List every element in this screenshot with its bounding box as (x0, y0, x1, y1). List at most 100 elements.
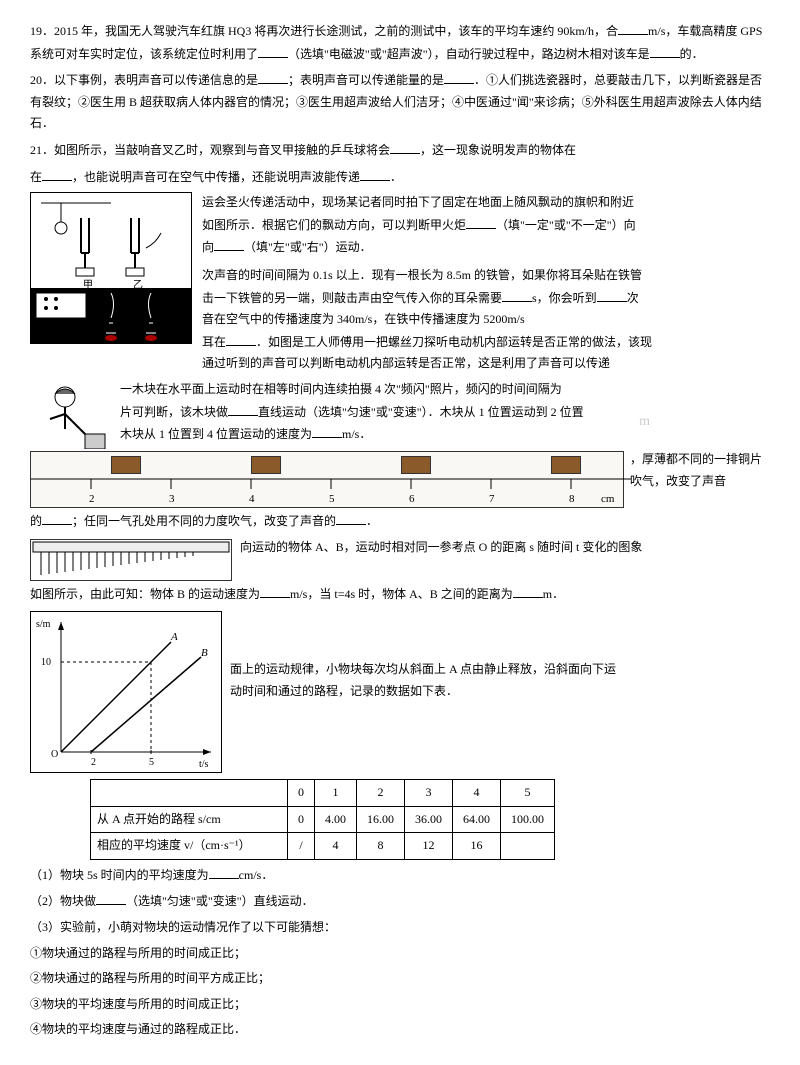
q23-l5: 音在空气中的传播速度为 340m/s，在铁中传播速度为 5200m/s (202, 309, 770, 331)
svg-text:8: 8 (569, 493, 575, 505)
q28-p1b: cm/s． (239, 868, 274, 882)
cell: 12 (405, 833, 453, 860)
table-row: 从 A 点开始的路程 s/cm 0 4.00 16.00 36.00 64.00… (91, 806, 555, 833)
q21-num: 21． (30, 143, 54, 157)
q27-l4: m． (543, 587, 564, 601)
cell: 4.00 (315, 806, 357, 833)
q20: 20．以下事例，表明声音可以传递信息的是；表明声音可以传递能量的是．①人们挑选瓷… (30, 69, 770, 135)
comb-svg (31, 540, 231, 580)
q22-l4: 向 (202, 240, 214, 254)
q20-num: 20． (30, 73, 54, 87)
q19-num: 19． (30, 24, 54, 38)
cell (501, 833, 555, 860)
svg-text:6: 6 (409, 493, 415, 505)
blank[interactable] (258, 43, 288, 58)
q24-l3: 通过听到的声音可以判断电动机内部运转是否正常，这是利用了声音可以传递 (202, 356, 610, 370)
q28-g4: ④物块的平均速度与通过的路程成正比． (30, 1019, 770, 1041)
blank[interactable] (597, 287, 627, 302)
blank[interactable] (228, 401, 258, 416)
blank[interactable] (360, 166, 390, 181)
q21: 21．如图所示，当敲响音叉乙时，观察到与音叉甲接触的乒乓球将会，这一现象说明发声… (30, 139, 770, 162)
table-row: 0 1 2 3 4 5 (91, 780, 555, 807)
cell: 36.00 (405, 806, 453, 833)
blank[interactable] (650, 43, 680, 58)
blank[interactable] (312, 423, 342, 438)
block-4 (551, 456, 581, 474)
q23-l1: 次声音的时间间隔为 0.1s 以上．现有一根长为 8.5m 的铁管，如果你将耳朵… (202, 265, 770, 287)
q24-l2: ．如图是工人师傅用一把螺丝刀探听电动机内部运转是否正常的做法，该现 (256, 335, 652, 349)
q25-l2: 片可判断，该木块做 (120, 405, 228, 419)
blank[interactable] (42, 166, 72, 181)
svg-text:5: 5 (149, 757, 154, 768)
svg-text:B: B (201, 647, 208, 659)
q21b: 在，也能说明声音可在空气中传播，还能说明声波能传递． (30, 166, 770, 189)
q19-t3: （选填"电磁波"或"超声波"），自动行驶过程中，路边树木相对该车是 (288, 47, 650, 61)
svg-text:t/s: t/s (199, 759, 209, 770)
block-2 (251, 456, 281, 474)
q27-l3: m/s，当 t=4s 时，物体 A、B 之间的距离为 (290, 587, 513, 601)
ruler-ticks: 2 3 4 5 6 7 8 cm (31, 477, 631, 507)
svg-text:cm: cm (601, 493, 615, 505)
svg-text:s/m: s/m (36, 619, 51, 630)
block-1 (111, 456, 141, 474)
fig-row-1: 甲 乙 运会圣火传递活动中，现场某记者同时拍下了固定在地面上随风飘动的旗帜和附近… (30, 192, 770, 375)
svg-text:10: 10 (41, 657, 51, 668)
blank[interactable] (258, 69, 288, 84)
blank[interactable] (226, 331, 256, 346)
q21-t2: ，这一现象说明发声的物体在 (420, 143, 576, 157)
blank[interactable] (42, 510, 72, 525)
blank[interactable] (444, 69, 474, 84)
blank[interactable] (214, 236, 244, 251)
row-header: 从 A 点开始的路程 s/cm (91, 806, 288, 833)
q25-l3: 直线运动（选填"匀速"或"变速"）．木块从 1 位置运动到 2 位置 (258, 405, 584, 419)
blank[interactable] (513, 583, 543, 598)
cell: / (288, 833, 315, 860)
q19: 19．2015 年，我国无人驾驶汽车红旗 HQ3 将再次进行长途测试，之前的测试… (30, 20, 770, 65)
row-header: 相应的平均速度 v/（cm·s⁻¹） (91, 833, 288, 860)
cell: 8 (357, 833, 405, 860)
q23-l4: 次 (627, 291, 639, 305)
data-table: 0 1 2 3 4 5 从 A 点开始的路程 s/cm 0 4.00 16.00… (90, 779, 555, 860)
ruler-fig: 2 3 4 5 6 7 8 cm (30, 451, 624, 508)
q20-t1: 以下事例，表明声音可以传递信息的是 (54, 73, 258, 87)
q28-g3: ③物块的平均速度与所用的时间成正比； (30, 994, 770, 1016)
blank[interactable] (466, 214, 496, 229)
q27-l1: 向运动的物体 A、B，运动时相对同一参考点 O 的距离 s 随时间 t 变化的图… (240, 537, 770, 559)
cell: 4 (453, 780, 501, 807)
comb-fig (30, 539, 232, 581)
block-3 (401, 456, 431, 474)
tuning-fork-fig: 甲 乙 (30, 192, 192, 344)
graph-svg: s/m t/s O 10 2 5 A B (31, 612, 221, 772)
cell: 0 (288, 806, 315, 833)
cell: 4 (315, 833, 357, 860)
q28-text: 面上的运动规律，小物块每次均从斜面上 A 点由静止释放，沿斜面向下运 动时间和通… (230, 609, 770, 702)
blank[interactable] (502, 287, 532, 302)
fig-row-2: 一木块在水平面上运动时在相等时间内连续拍摄 4 次"频闪"照片，频闪的时间间隔为… (30, 379, 770, 449)
blank[interactable] (96, 890, 126, 905)
q26-t4: ． (366, 514, 378, 528)
svg-text:3: 3 (169, 493, 175, 505)
q24-l1: 耳在 (202, 335, 226, 349)
q26-sidebox: ，厚薄都不同的一排铜片 吹气，改变了声音 (630, 449, 770, 492)
blank[interactable] (618, 20, 648, 35)
blank[interactable] (209, 864, 239, 879)
q25-l4: 木块从 1 位置到 4 位置运动的速度为 (120, 427, 312, 441)
q22-l3: （填"一定"或"不一定"）向 (496, 218, 636, 232)
q25-text: 一木块在水平面上运动时在相等时间内连续拍摄 4 次"频闪"照片，频闪的时间间隔为… (120, 379, 770, 446)
q21-t3: ，也能说明声音可在空气中传播，还能说明声波能传递 (72, 170, 360, 184)
q28-p2b: （选填"匀速"或"变速"）直线运动． (126, 894, 314, 908)
svg-text:2: 2 (91, 757, 96, 768)
q22-l1: 运会圣火传递活动中，现场某记者同时拍下了固定在地面上随风飘动的旗帜和附近 (202, 192, 770, 214)
q25-l1: 一木块在水平面上运动时在相等时间内连续拍摄 4 次"频闪"照片，频闪的时间间隔为 (120, 379, 770, 401)
q19-t4: 的． (680, 47, 704, 61)
blank[interactable] (336, 510, 366, 525)
svg-text:O: O (51, 749, 58, 760)
q27-text: 向运动的物体 A、B，运动时相对同一参考点 O 的距离 s 随时间 t 变化的图… (240, 537, 770, 559)
blank[interactable] (390, 139, 420, 154)
cell: 16.00 (357, 806, 405, 833)
q22-l2: 如图所示．根据它们的飘动方向，可以判断甲火炬 (202, 218, 466, 232)
blank[interactable] (260, 583, 290, 598)
q25-l5: m/s． (342, 427, 371, 441)
q26b: 的；任同一气孔处用不同的力度吹气，改变了声音的． (30, 510, 770, 533)
q28-g2: ②物块通过的路程与所用的时间平方成正比； (30, 968, 770, 990)
